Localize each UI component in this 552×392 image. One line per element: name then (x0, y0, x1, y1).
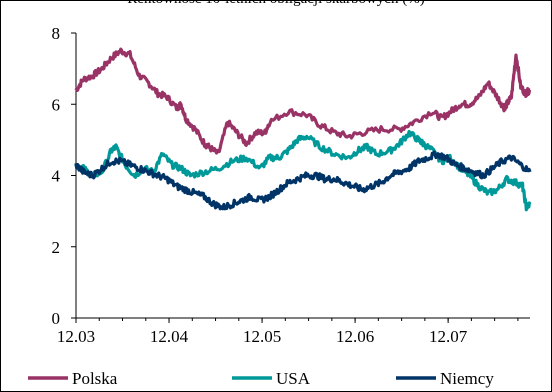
y-tick-label: 2 (52, 238, 61, 257)
y-tick-label: 8 (52, 24, 61, 43)
chart-title: Rentowność 10-letnich obligacji skarbowy… (0, 0, 552, 8)
legend-label-usa: USA (276, 369, 311, 388)
x-tick-label: 12.07 (429, 327, 468, 346)
y-tick-label: 0 (52, 309, 61, 328)
y-tick-label: 6 (52, 95, 61, 114)
legend-label-niemcy: Niemcy (440, 369, 494, 388)
x-tick-label: 12.04 (150, 327, 189, 346)
y-tick-label: 4 (52, 167, 61, 186)
x-tick-label: 12.03 (57, 327, 95, 346)
series-line-polska (74, 47, 532, 155)
series-line-niemcy (74, 150, 532, 211)
legend-label-polska: Polska (72, 369, 118, 388)
x-tick-label: 12.06 (336, 327, 374, 346)
x-tick-label: 12.05 (243, 327, 281, 346)
